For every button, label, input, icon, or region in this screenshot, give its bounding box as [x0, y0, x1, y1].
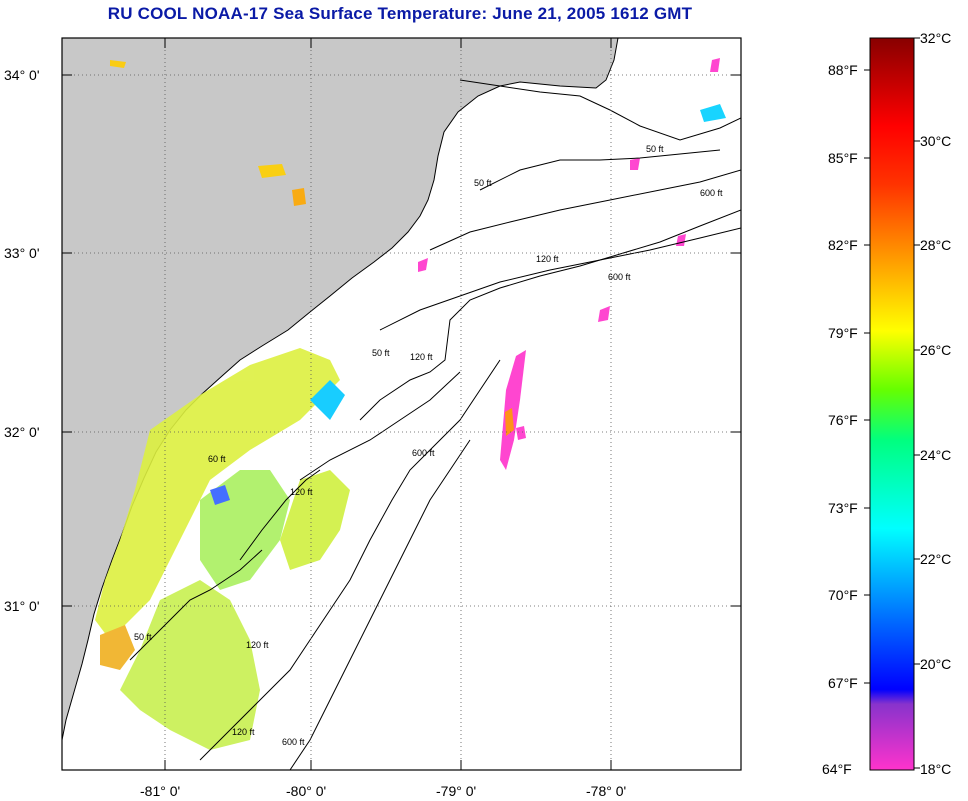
colorbar-f-label: 67°F	[828, 675, 858, 691]
colorbar-f-label: 70°F	[828, 587, 858, 603]
lon-label: -80° 0'	[286, 783, 326, 799]
contour-label: 600 ft	[608, 272, 631, 282]
axis-ticks	[62, 38, 741, 770]
map-title: RU COOL NOAA-17 Sea Surface Temperature:…	[107, 4, 693, 23]
lat-label: 34° 0'	[4, 67, 40, 83]
bathymetry-contours	[129, 79, 741, 770]
lon-label: -81° 0'	[140, 783, 180, 799]
colorbar-c-label: 30°C	[920, 133, 951, 149]
colorbar-f-label: 85°F	[828, 150, 858, 166]
contour-label: 600 ft	[282, 737, 305, 747]
colorbar-f-label: 64°F	[822, 761, 852, 777]
colorbar-ticks	[864, 37, 920, 769]
contour-label: 120 ft	[536, 254, 559, 264]
map-frame	[61, 37, 742, 771]
lon-label: -79° 0'	[436, 783, 476, 799]
colorbar-c-label: 32°C	[920, 30, 951, 46]
lat-label: 33° 0'	[4, 245, 40, 261]
contour-labels: 50 ft 120 ft 600 ft 50 ft 120 ft 600 ft …	[134, 144, 723, 747]
colorbar-c-label: 18°C	[920, 761, 951, 777]
contour-label: 50 ft	[134, 632, 152, 642]
contour-label: 120 ft	[410, 352, 433, 362]
land-mass	[62, 38, 619, 741]
colorbar-f-label: 73°F	[828, 500, 858, 516]
colorbar-c-label: 24°C	[920, 447, 951, 463]
lat-label: 31° 0'	[4, 598, 40, 614]
colorbar-c-label: 26°C	[920, 342, 951, 358]
colorbar-f-label: 79°F	[828, 325, 858, 341]
colorbar-f-label: 76°F	[828, 412, 858, 428]
colorbar-c-label: 22°C	[920, 551, 951, 567]
colorbar	[869, 37, 915, 771]
lat-label: 32° 0'	[4, 424, 40, 440]
colorbar-f-label: 88°F	[828, 62, 858, 78]
contour-label: 50 ft	[646, 144, 664, 154]
colorbar-c-label: 20°C	[920, 656, 951, 672]
lon-label: -78° 0'	[586, 783, 626, 799]
contour-label: 600 ft	[700, 188, 723, 198]
contour-label: 600 ft	[412, 448, 435, 458]
contour-label: 120 ft	[232, 727, 255, 737]
contour-label: 50 ft	[474, 178, 492, 188]
colorbar-c-label: 28°C	[920, 237, 951, 253]
contour-label: 120 ft	[290, 487, 313, 497]
contour-label: 60 ft	[208, 454, 226, 464]
colorbar-f-label: 82°F	[828, 237, 858, 253]
contour-label: 120 ft	[246, 640, 269, 650]
contour-label: 50 ft	[372, 348, 390, 358]
sst-patches	[95, 58, 726, 750]
